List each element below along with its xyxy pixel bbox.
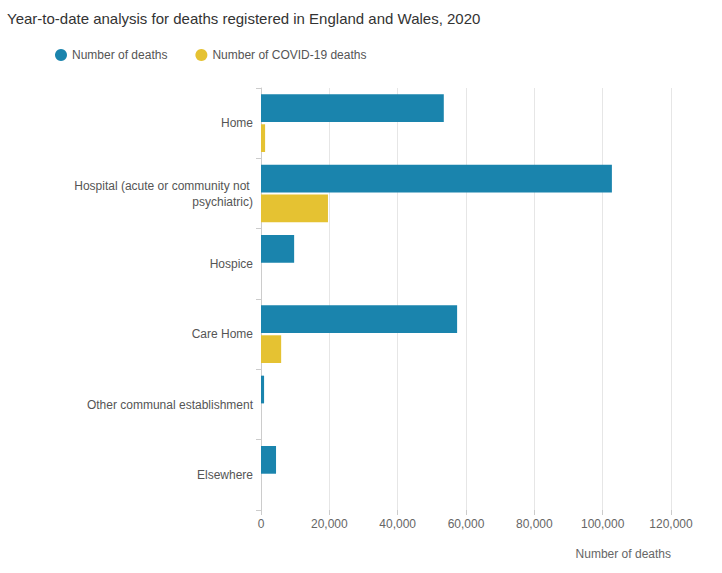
svg-text:120,000: 120,000 — [649, 517, 693, 531]
svg-text:Hospital (acute or community n: Hospital (acute or community not — [74, 179, 253, 193]
svg-text:Hospice: Hospice — [210, 257, 254, 271]
svg-text:Other communal establishment: Other communal establishment — [87, 398, 254, 412]
svg-text:Home: Home — [221, 116, 253, 130]
svg-text:Elsewhere: Elsewhere — [197, 468, 253, 482]
svg-text:Number of COVID-19 deaths: Number of COVID-19 deaths — [212, 48, 366, 62]
svg-text:40,000: 40,000 — [379, 517, 416, 531]
svg-text:0: 0 — [258, 517, 265, 531]
svg-text:Number of deaths: Number of deaths — [576, 547, 671, 561]
svg-text:100,000: 100,000 — [581, 517, 625, 531]
svg-text:psychiatric): psychiatric) — [192, 195, 253, 209]
svg-text:80,000: 80,000 — [516, 517, 553, 531]
svg-text:Number of deaths: Number of deaths — [72, 48, 167, 62]
svg-text:60,000: 60,000 — [448, 517, 485, 531]
svg-text:Year-to-date analysis for deat: Year-to-date analysis for deaths registe… — [7, 10, 480, 27]
svg-text:Care Home: Care Home — [192, 327, 254, 341]
svg-text:20,000: 20,000 — [311, 517, 348, 531]
